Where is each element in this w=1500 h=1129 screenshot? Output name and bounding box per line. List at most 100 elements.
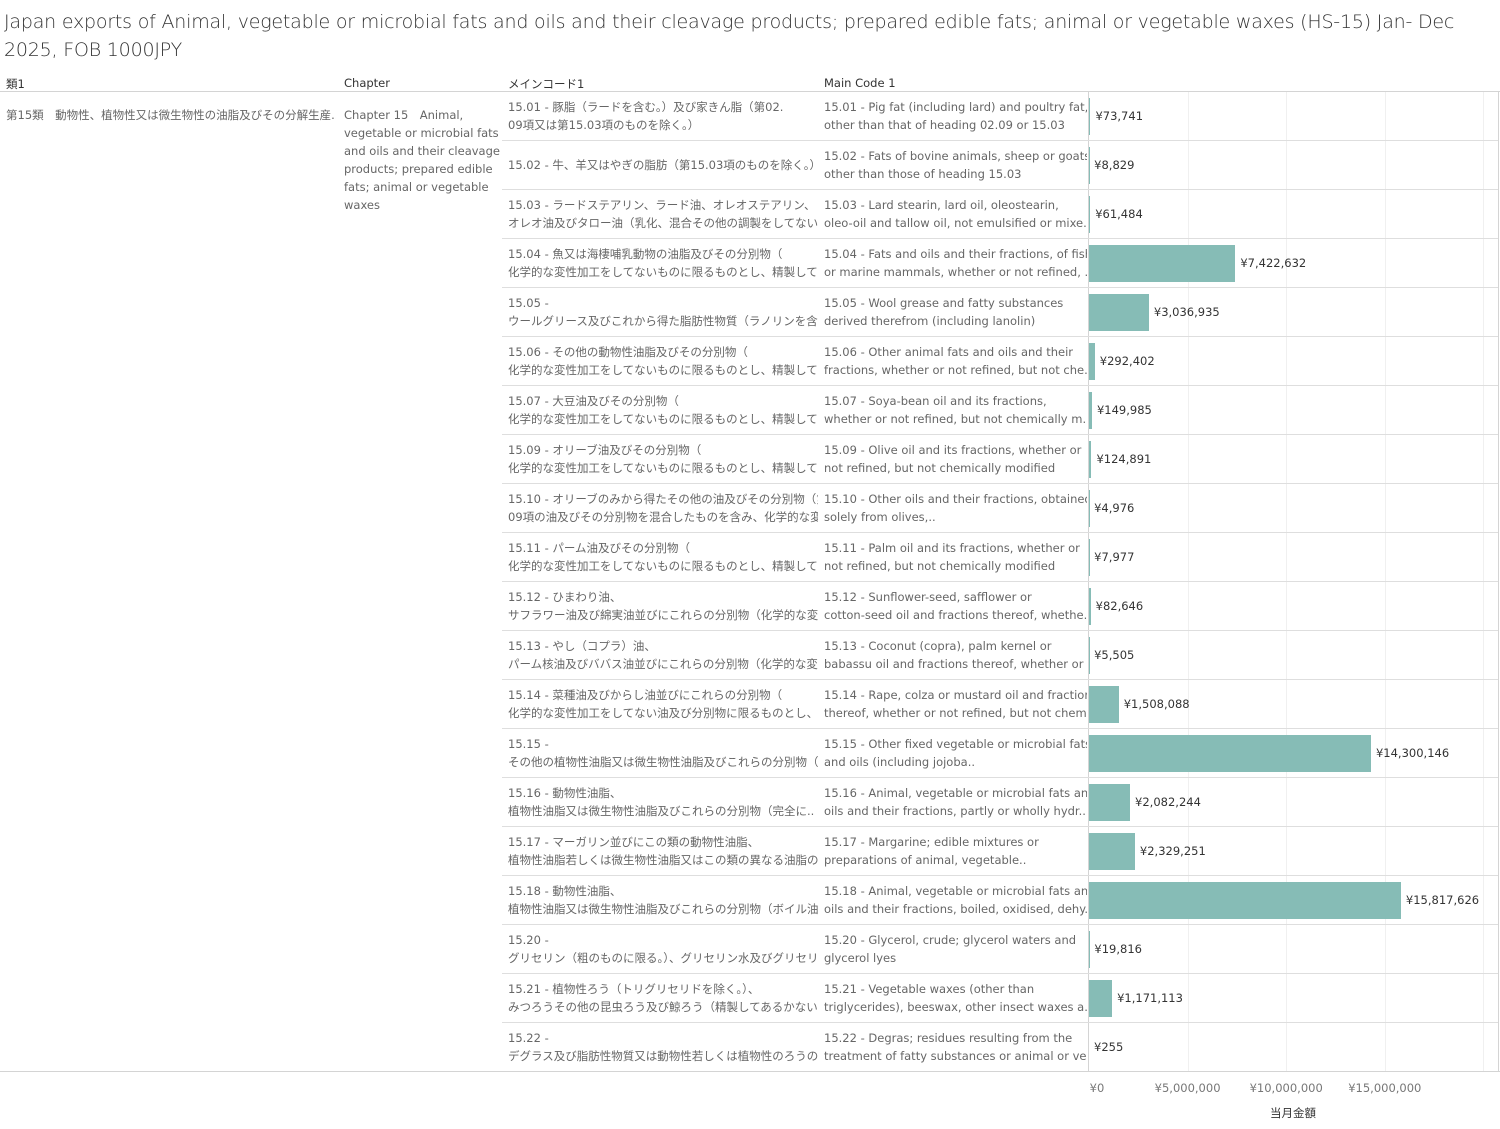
bar[interactable]	[1089, 588, 1091, 625]
row-divider	[502, 385, 1498, 386]
main-code-en-cell: 15.17 - Margarine; edible mixtures or pre…	[824, 833, 1087, 869]
main-code-jp-line: 15.16 - 動物性油脂、	[508, 786, 622, 800]
main-code-en-cell: 15.04 - Fats and oils and their fraction…	[824, 245, 1087, 281]
data-label: ¥1,171,113	[1117, 991, 1183, 1005]
main-code-en-line: 15.12 - Sunflower-seed, safflower or	[824, 590, 1032, 604]
main-code-en-line: 15.11 - Palm oil and its fractions, whet…	[824, 541, 1080, 555]
row-divider	[502, 630, 1498, 631]
main-code-jp-line: デグラス及び脂肪性物質又は動物性若しくは植物性のろうの処..	[508, 1049, 818, 1063]
row-divider	[502, 483, 1498, 484]
main-code-en-line: babassu oil and fractions thereof, wheth…	[824, 657, 1087, 671]
x-tick-label: ¥15,000,000	[1348, 1081, 1422, 1095]
header-main-code-jp[interactable]: メインコード1	[508, 77, 585, 91]
data-label: ¥82,646	[1095, 599, 1144, 613]
main-code-jp-cell: 15.22 - デグラス及び脂肪性物質又は動物性若しくは植物性のろうの処..	[508, 1029, 818, 1065]
header-chapter[interactable]: Chapter	[344, 76, 390, 90]
data-label: ¥15,817,626	[1405, 893, 1480, 907]
main-code-jp-line: オレオ油及びタロー油（乳化、混合その他の調製をしてないもの..	[508, 216, 818, 230]
data-label: ¥292,402	[1099, 354, 1155, 368]
main-code-en-line: oils and their fractions, boiled, oxidis…	[824, 902, 1087, 916]
main-code-jp-cell: 15.09 - オリーブ油及びその分別物（ 化学的な変性加工をしてないものに限るも…	[508, 441, 818, 477]
main-code-jp-line: その他の植物性油脂又は微生物性油脂及びこれらの分別物（..	[508, 755, 818, 769]
main-code-jp-line: 15.05 -	[508, 296, 549, 310]
main-code-en-line: 15.13 - Coconut (copra), palm kernel or	[824, 639, 1052, 653]
main-code-jp-line: 15.12 - ひまわり油、	[508, 590, 622, 604]
main-code-en-cell: 15.20 - Glycerol, crude; glycerol waters…	[824, 931, 1087, 967]
main-code-jp-line: 15.06 - その他の動物性油脂及びその分別物（	[508, 345, 748, 359]
main-code-jp-line: 化学的な変性加工をしてないものに限るものとし、精製してある..	[508, 559, 818, 573]
bar[interactable]	[1089, 196, 1091, 233]
main-code-en-cell: 15.14 - Rape, colza or mustard oil and f…	[824, 686, 1087, 722]
row-divider	[502, 1022, 1498, 1023]
main-code-en-line: oleo-oil and tallow oil, not emulsified …	[824, 216, 1087, 230]
main-code-en-line: triglycerides), beeswax, other insect wa…	[824, 1000, 1087, 1014]
main-code-jp-line: 化学的な変性加工をしてないものに限るものとし、精製してある..	[508, 363, 818, 377]
bar[interactable]	[1089, 245, 1236, 282]
main-code-en-line: 15.01 - Pig fat (including lard) and pou…	[824, 100, 1087, 114]
bar[interactable]	[1089, 784, 1131, 821]
main-code-jp-line: 化学的な変性加工をしてないものに限るものとし、精製してある..	[508, 412, 818, 426]
x-tick-label: ¥10,000,000	[1249, 1081, 1323, 1095]
bar[interactable]	[1089, 735, 1371, 772]
x-tick-label: ¥0	[1089, 1081, 1105, 1095]
data-label: ¥19,816	[1094, 942, 1142, 956]
main-code-jp-cell: 15.12 - ひまわり油、サフラワー油及び綿実油並びにこれらの分別物（化学的な…	[508, 588, 818, 624]
main-code-en-line: other than that of heading 02.09 or 15.0…	[824, 118, 1065, 132]
main-code-jp-line: 15.18 - 動物性油脂、	[508, 884, 622, 898]
main-code-en-line: 15.20 - Glycerol, crude; glycerol waters…	[824, 933, 1077, 947]
bar[interactable]	[1089, 392, 1092, 429]
data-label: ¥5,505	[1094, 648, 1135, 662]
main-code-en-cell: 15.21 - Vegetable waxes (other than trigl…	[824, 980, 1087, 1016]
main-code-en-line: 15.18 - Animal, vegetable or microbial f…	[824, 884, 1087, 898]
main-code-en-line: 15.02 - Fats of bovine animals, sheep or…	[824, 149, 1087, 163]
main-code-jp-cell: 15.16 - 動物性油脂、植物性油脂又は微生物性油脂及びこれらの分別物（完全に…	[508, 784, 818, 820]
main-code-en-line: glycerol lyes	[824, 951, 897, 965]
main-code-jp-line: 15.20 -	[508, 933, 549, 947]
main-code-jp-line: グリセリン（粗のものに限る。）、グリセリン水及びグリセリン廃液	[508, 951, 818, 965]
bar[interactable]	[1089, 833, 1135, 870]
bar[interactable]	[1089, 686, 1119, 723]
data-label: ¥8,829	[1094, 158, 1135, 172]
main-code-jp-line: 15.17 - マーガリン並びにこの類の動物性油脂、	[508, 835, 760, 849]
main-code-en-cell: 15.03 - Lard stearin, lard oil, oleostea…	[824, 196, 1087, 232]
main-code-en-line: 15.16 - Animal, vegetable or microbial f…	[824, 786, 1087, 800]
bar[interactable]	[1089, 980, 1113, 1017]
data-label: ¥14,300,146	[1375, 746, 1450, 760]
bar[interactable]	[1089, 882, 1401, 919]
data-label: ¥2,329,251	[1139, 844, 1206, 858]
main-code-en-cell: 15.07 - Soya-bean oil and its fractions,…	[824, 392, 1087, 428]
main-code-jp-line: 化学的な変性加工をしてないものに限るものとし、精製してある..	[508, 265, 818, 279]
main-code-jp-line: 15.14 - 菜種油及びからし油並びにこれらの分別物（	[508, 688, 783, 702]
main-code-en-cell: 15.10 - Other oils and their fractions, …	[824, 490, 1087, 526]
main-code-jp-line: 15.15 -	[508, 737, 549, 751]
bar[interactable]	[1089, 343, 1095, 380]
row-divider	[502, 189, 1498, 190]
main-code-en-cell: 15.12 - Sunflower-seed, safflower or cott…	[824, 588, 1087, 624]
data-label: ¥61,484	[1095, 207, 1143, 221]
main-code-en-line: and oils (including jojoba..	[824, 755, 975, 769]
main-code-jp-cell: 15.02 - 牛、羊又はやぎの脂肪（第15.03項のものを除く。）	[508, 156, 818, 174]
data-label: ¥2,082,244	[1135, 795, 1201, 809]
main-code-jp-cell: 15.15 - その他の植物性油脂又は微生物性油脂及びこれらの分別物（..	[508, 735, 818, 771]
row-divider	[502, 679, 1498, 680]
main-code-jp-cell: 15.10 - オリーブのみから得たその他の油及びその分別物（第15. 09項の油…	[508, 490, 818, 526]
main-code-jp-cell: 15.04 - 魚又は海棲哺乳動物の油脂及びその分別物（ 化学的な変性加工をしてな…	[508, 245, 818, 281]
class1-cell: 第15類 動物性、植物性又は微生物性の油脂及びその分解生産..	[6, 108, 336, 122]
bar[interactable]	[1089, 441, 1092, 478]
main-code-jp-line: 15.21 - 植物性ろう（トリグリセリドを除く。）、	[508, 982, 760, 996]
header-class1[interactable]: 類1	[6, 77, 25, 91]
main-code-jp-cell: 15.14 - 菜種油及びからし油並びにこれらの分別物（ 化学的な変性加工をしてな…	[508, 686, 818, 722]
main-code-en-cell: 15.02 - Fats of bovine animals, sheep or…	[824, 147, 1087, 183]
data-label: ¥149,985	[1096, 403, 1152, 417]
main-code-jp-line: パーム核油及びババス油並びにこれらの分別物（化学的な変..	[508, 657, 818, 671]
header-main-code-en[interactable]: Main Code 1	[824, 76, 896, 90]
main-code-jp-line: 植物性油脂若しくは微生物性油脂又はこの類の異なる油脂の..	[508, 853, 818, 867]
main-code-en-cell: 15.05 - Wool grease and fatty substances…	[824, 294, 1087, 330]
data-label: ¥124,891	[1096, 452, 1152, 466]
main-code-en-line: 15.10 - Other oils and their fractions, …	[824, 492, 1087, 506]
bar[interactable]	[1089, 98, 1091, 135]
main-code-jp-line: サフラワー油及び綿実油並びにこれらの分別物（化学的な変性..	[508, 608, 818, 622]
main-code-jp-cell: 15.18 - 動物性油脂、 植物性油脂又は微生物性油脂及びこれらの分別物（ボイル…	[508, 882, 818, 918]
main-code-jp-line: 植物性油脂又は微生物性油脂及びこれらの分別物（完全に..	[508, 804, 815, 818]
bar[interactable]	[1089, 294, 1149, 331]
